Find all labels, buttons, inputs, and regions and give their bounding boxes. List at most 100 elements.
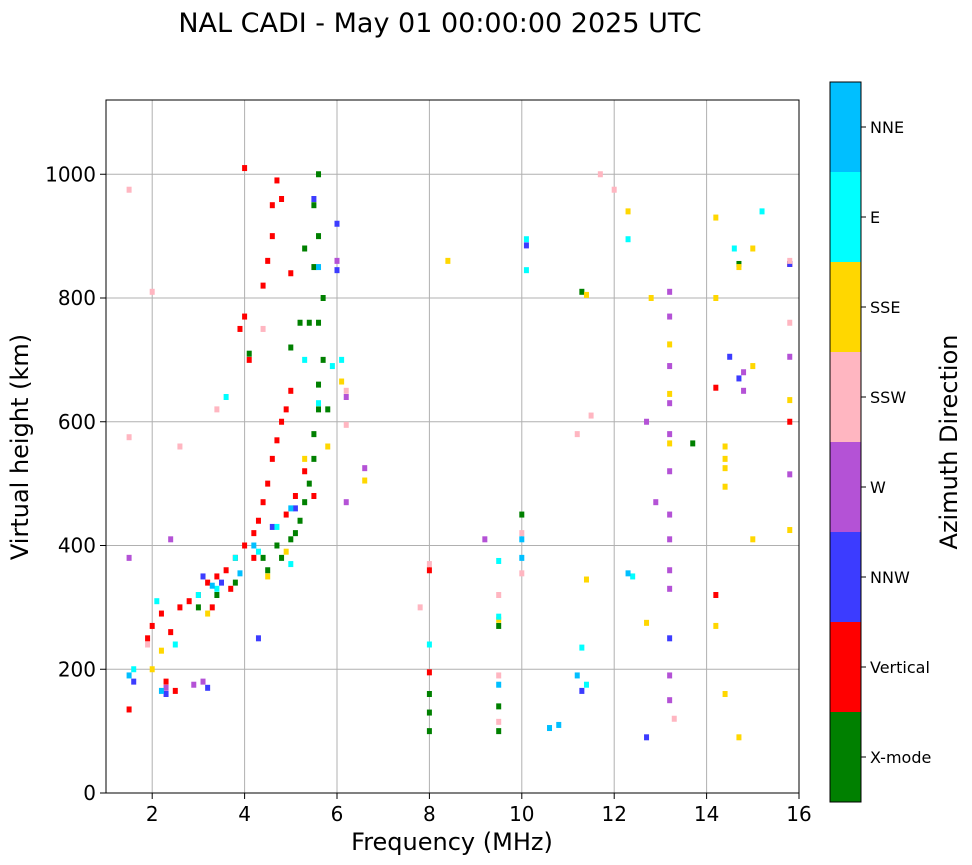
data-point (316, 400, 322, 407)
data-point (667, 585, 673, 592)
data-point (145, 635, 151, 642)
data-point (251, 554, 257, 561)
data-point (496, 681, 502, 688)
series-e (131, 208, 765, 688)
data-point (288, 536, 294, 543)
data-point (644, 734, 650, 741)
series-nnw (131, 196, 793, 741)
data-point (362, 465, 368, 472)
y-tick-label: 0 (83, 781, 96, 805)
x-tick-label: 6 (331, 802, 344, 826)
data-point (297, 319, 303, 326)
data-point (574, 431, 580, 438)
x-axis-label: Frequency (MHz) (351, 828, 553, 856)
data-point (426, 567, 432, 574)
data-point (260, 282, 266, 289)
data-point (288, 344, 294, 351)
data-point (574, 672, 580, 679)
data-point (158, 610, 164, 617)
data-point (741, 387, 747, 394)
x-tick-label: 14 (694, 802, 719, 826)
data-point (334, 267, 340, 274)
data-point (713, 384, 719, 391)
data-point (343, 421, 349, 428)
data-point (667, 288, 673, 295)
data-point (311, 493, 317, 499)
colorbar-label: SSW (870, 388, 906, 407)
x-tick-label: 8 (423, 802, 436, 826)
data-point (727, 353, 733, 360)
data-point (667, 511, 673, 518)
colorbar-label: NNE (870, 118, 904, 137)
data-point (523, 242, 529, 249)
data-point (496, 616, 502, 623)
data-point (667, 313, 673, 320)
x-tick-label: 16 (786, 802, 811, 826)
data-point (154, 598, 160, 605)
data-point (667, 390, 673, 397)
data-point (496, 613, 502, 620)
plot-grid (106, 100, 800, 794)
data-point (736, 264, 742, 271)
data-point (519, 511, 525, 518)
data-point (274, 542, 280, 549)
data-point (731, 245, 737, 252)
data-point (297, 517, 303, 524)
data-point (292, 493, 298, 499)
data-point (195, 592, 201, 598)
colorbar-swatch (830, 622, 861, 712)
data-point (255, 548, 261, 555)
y-tick-label: 800 (58, 286, 96, 310)
data-point (722, 691, 728, 697)
data-point (519, 530, 525, 537)
data-point (265, 257, 271, 264)
data-point (787, 527, 793, 534)
data-point (343, 394, 349, 400)
colorbar-swatch (830, 532, 861, 622)
data-point (644, 418, 650, 425)
data-point (131, 666, 137, 673)
data-point (343, 499, 349, 506)
x-tick-label: 2 (146, 802, 159, 826)
y-tick-label: 1000 (45, 162, 96, 186)
data-point (653, 499, 659, 506)
data-point (523, 267, 529, 274)
colorbar-label: SSE (870, 298, 900, 317)
data-point (496, 718, 502, 725)
data-point (237, 325, 243, 332)
data-point (269, 523, 275, 530)
data-point (209, 604, 215, 611)
data-point (343, 387, 349, 394)
data-points (126, 165, 793, 741)
data-point (288, 561, 294, 568)
data-point (667, 440, 673, 447)
data-point (279, 196, 285, 202)
data-point (214, 573, 220, 580)
data-point (279, 418, 285, 425)
data-point (583, 291, 589, 298)
data-point (172, 641, 178, 648)
data-point (163, 691, 169, 697)
data-point (283, 406, 289, 413)
data-point (265, 573, 271, 580)
data-point (445, 257, 451, 264)
data-point (625, 236, 631, 243)
data-point (186, 598, 192, 605)
x-tick-label: 4 (238, 802, 251, 826)
series-ssw (126, 171, 793, 725)
data-point (713, 214, 719, 221)
data-point (274, 437, 280, 444)
data-point (750, 536, 756, 543)
data-point (242, 313, 248, 320)
data-point (214, 585, 220, 592)
data-point (519, 554, 525, 561)
data-point (168, 629, 174, 636)
data-point (158, 687, 164, 694)
x-tick-label: 10 (509, 802, 534, 826)
data-point (496, 622, 502, 629)
data-point (583, 681, 589, 688)
series-x-mode (195, 171, 742, 735)
data-point (242, 542, 248, 549)
data-point (232, 579, 238, 586)
data-point (787, 260, 793, 267)
